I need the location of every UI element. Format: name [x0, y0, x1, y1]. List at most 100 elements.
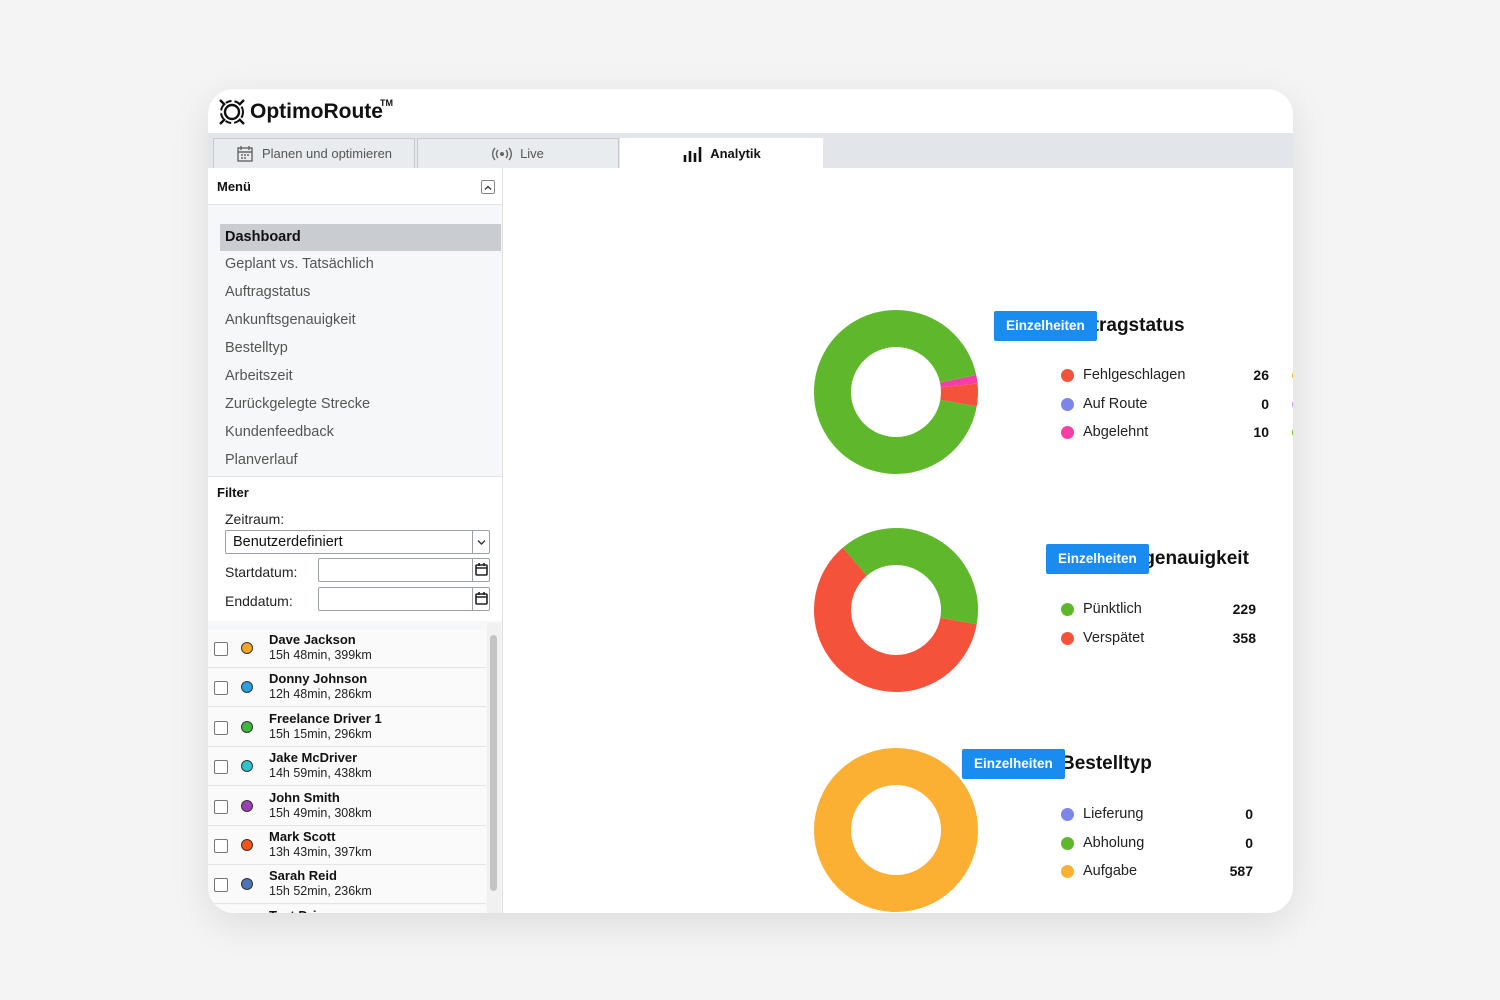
- date-input[interactable]: [318, 587, 490, 611]
- chevron-up: [484, 185, 492, 190]
- driver-row[interactable]: John Smith 15h 49min, 308km: [208, 786, 486, 826]
- chevron-down: [477, 540, 486, 545]
- details-button[interactable]: Einzelheiten: [1046, 544, 1149, 574]
- driver-name: Freelance Driver 1: [269, 710, 382, 726]
- menu-item[interactable]: Geplant vs. Tatsächlich: [225, 256, 374, 273]
- menu-item[interactable]: Auftragstatus: [225, 284, 311, 301]
- driver-row[interactable]: Test Driver: [208, 904, 486, 913]
- legend-dot: [1061, 865, 1074, 878]
- donut-segment: [940, 383, 978, 407]
- tab-bar: Planen und optimieren Live Analytik: [208, 133, 1293, 168]
- driver-stats: 13h 43min, 397km: [269, 845, 372, 859]
- legend-label: Pünktlich: [1083, 601, 1142, 617]
- legend-dot: [1061, 369, 1074, 382]
- calendar-small: [475, 563, 488, 576]
- legend-label: Aufgabe: [1083, 863, 1138, 879]
- legend-dot: [1292, 397, 1293, 411]
- checkbox[interactable]: [214, 799, 228, 814]
- tab[interactable]: Live: [417, 138, 619, 168]
- chart-title: Bestelltyp: [1061, 753, 1152, 774]
- legend-value: 10: [1253, 424, 1269, 440]
- checkbox[interactable]: [214, 839, 228, 853]
- checkbox[interactable]: [214, 760, 228, 775]
- driver-row[interactable]: Dave Jackson 15h 48min, 399km: [208, 629, 486, 668]
- period-select[interactable]: Benutzerdefiniert: [225, 530, 490, 554]
- driver-color: [241, 878, 253, 891]
- tab[interactable]: Analytik: [620, 138, 823, 168]
- driver-color: [241, 760, 253, 773]
- calendar-icon: [237, 145, 253, 162]
- driver-name: Sarah Reid: [269, 868, 337, 884]
- header: OptimoRoute TM: [208, 89, 1293, 133]
- menu-title: Menü: [217, 179, 251, 194]
- driver-row[interactable]: Mark Scott 13h 43min, 397km: [208, 826, 486, 865]
- legend-value: 587: [1229, 863, 1253, 879]
- scrollbar-thumb[interactable]: [490, 635, 497, 891]
- menu-item[interactable]: Dashboard: [220, 223, 501, 251]
- legend-value: 26: [1253, 367, 1269, 383]
- date-input[interactable]: [318, 558, 490, 582]
- menu-item[interactable]: Kundenfeedback: [225, 423, 334, 440]
- legend-value: 0: [1261, 395, 1269, 412]
- menu-item[interactable]: Zurückgelegte Strecke: [225, 395, 371, 412]
- tab[interactable]: Planen und optimieren: [213, 138, 415, 168]
- donut-segment: [939, 374, 978, 388]
- driver-stats: 14h 59min, 438km: [269, 766, 372, 781]
- driver-row[interactable]: Sarah Reid 15h 52min, 236km: [208, 865, 486, 905]
- checkbox[interactable]: [214, 681, 228, 696]
- donut-segment: [842, 528, 978, 625]
- driver-row[interactable]: Freelance Driver 1 15h 15min, 296km: [208, 707, 486, 747]
- details-button[interactable]: Einzelheiten: [962, 749, 1065, 779]
- donut-segment: [814, 748, 978, 912]
- donut-chart: [814, 528, 978, 692]
- menu-item[interactable]: Planverlauf: [225, 451, 298, 468]
- legend-dot: [1061, 426, 1074, 439]
- legend-label: Lieferung: [1083, 806, 1144, 822]
- driver-stats: 15h 52min, 236km: [269, 884, 372, 899]
- end-label: Enddatum:: [225, 593, 293, 609]
- legend-dot: [1061, 631, 1074, 645]
- menu-item[interactable]: Arbeitszeit: [225, 368, 293, 384]
- legend-label: Verspätet: [1083, 629, 1145, 646]
- driver-name: Test Driver: [269, 908, 336, 913]
- date-icon: [472, 559, 490, 581]
- donut-segment: [814, 310, 977, 474]
- donut-segment: [814, 547, 977, 692]
- checkbox[interactable]: [214, 642, 228, 656]
- driver-name: Mark Scott: [269, 829, 336, 844]
- menu-item[interactable]: Bestelltyp: [225, 340, 288, 357]
- menu-item[interactable]: Ankunftsgenauigkeit: [225, 312, 356, 329]
- legend-label: Abgelehnt: [1083, 424, 1149, 440]
- legend-dot: [1061, 603, 1074, 616]
- driver-name: Jake McDriver: [269, 750, 358, 766]
- driver-name: John Smith: [269, 789, 340, 805]
- checkbox[interactable]: [214, 878, 228, 893]
- calendar-small: [475, 592, 488, 605]
- driver-row[interactable]: Jake McDriver 14h 59min, 438km: [208, 747, 486, 787]
- filter-title: Filter: [217, 485, 249, 500]
- driver-row[interactable]: Donny Johnson 12h 48min, 286km: [208, 668, 486, 708]
- tab-label: Analytik: [710, 146, 761, 161]
- details-button[interactable]: Einzelheiten: [994, 311, 1097, 341]
- legend-label: Fehlgeschlagen: [1083, 367, 1186, 383]
- driver-color: [241, 642, 253, 654]
- logo-icon: [219, 99, 245, 125]
- filter-header-bg: [208, 476, 502, 508]
- checkbox[interactable]: [214, 720, 228, 735]
- dashboard: Auftragstatus Einzelheiten Fehlgeschlagen 2…: [503, 168, 1293, 913]
- tab-label: Live: [520, 146, 544, 161]
- driver-stats: 15h 15min, 296km: [269, 726, 372, 741]
- driver-color: [241, 681, 253, 694]
- legend-dot: [1292, 369, 1293, 382]
- menu-header-bg: [208, 168, 502, 205]
- legend-dot: [1061, 836, 1074, 850]
- collapse-button[interactable]: [481, 180, 495, 194]
- driver-stats: 15h 48min, 399km: [269, 648, 372, 662]
- donut-chart: [814, 748, 978, 912]
- driver-name: Donny Johnson: [269, 671, 368, 687]
- trademark: TM: [380, 98, 393, 108]
- date-icon: [472, 588, 490, 610]
- sidebar: Menü Dashboard Geplant vs. Tatsächlich Auft…: [208, 168, 503, 913]
- analytics-icon: [683, 146, 702, 162]
